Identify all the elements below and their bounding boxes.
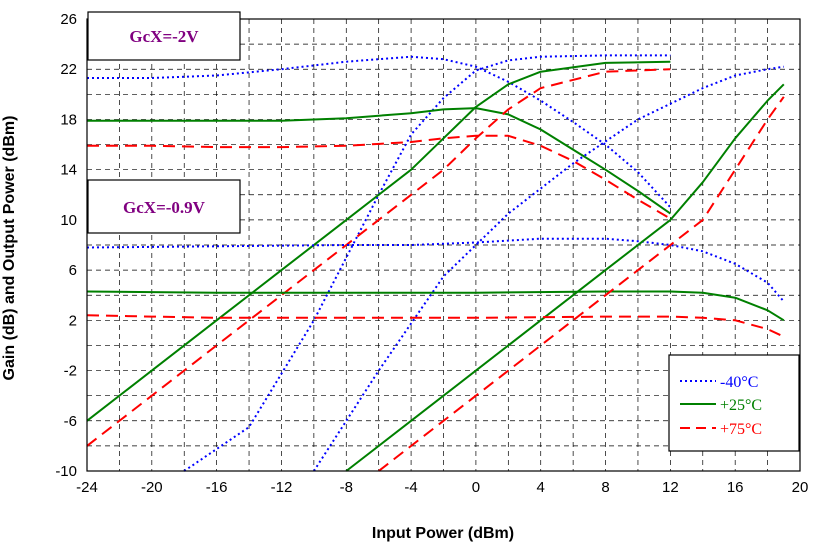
y-axis-label: Gain (dB) and Output Power (dBm) <box>1 116 18 381</box>
series-line-plus25c-gcx-2v-output <box>86 60 671 422</box>
annotation-gcx-0.9v-background <box>87 179 241 234</box>
x-tick-label: 8 <box>601 479 609 496</box>
series-line-plus25c-gcx-2v-gain <box>87 107 671 215</box>
x-tick-labels: -24 -20 -16 -12 -8 -4 0 4 8 12 16 20 <box>76 479 808 496</box>
series-line-minus40c-gcx-2v-output <box>183 54 671 472</box>
legend-label-plus75c: +75°C <box>720 421 762 438</box>
series-line-plus25c-gcx-0.9v-output <box>345 83 785 472</box>
y-tick-label: 10 <box>60 212 77 229</box>
series-line-plus75c-gcx-0.9v-gain <box>86 314 785 338</box>
series-line-minus40c-gcx-0.9v-gain <box>86 237 785 303</box>
y-tick-label: 2 <box>69 312 77 329</box>
series-line-minus40c-gcx-0.9v-output <box>313 65 784 472</box>
x-tick-label: 16 <box>727 479 744 496</box>
series-line-plus75c-gcx-0.9v-output <box>378 96 785 472</box>
y-tick-label: -6 <box>64 413 77 430</box>
x-tick-label: 4 <box>537 479 545 496</box>
x-tick-label: -4 <box>404 479 417 496</box>
x-tick-label: 20 <box>792 479 809 496</box>
y-tick-label: 6 <box>69 262 77 279</box>
annotation-gcx-2v-background <box>87 11 241 61</box>
y-tick-label: 22 <box>60 61 77 78</box>
x-tick-label: -24 <box>76 479 98 496</box>
annotation-gcx-2v: GcX=-2V <box>129 27 199 46</box>
series-group <box>86 54 785 472</box>
x-tick-label: -12 <box>271 479 293 496</box>
y-tick-label: 14 <box>60 162 77 179</box>
annotation-gcx-0.9v-box: GcX=-0.9V <box>87 179 241 234</box>
series-line-minus40c-gcx-2v-gain <box>87 55 672 208</box>
x-tick-label: -16 <box>206 479 228 496</box>
y-tick-label: -2 <box>64 363 77 380</box>
y-tick-label: -10 <box>55 463 77 480</box>
series-line-plus75c-gcx-2v-output <box>86 68 671 447</box>
y-tick-label: 26 <box>60 11 77 28</box>
x-tick-label: 0 <box>472 479 480 496</box>
x-axis-label: Input Power (dBm) <box>372 525 514 542</box>
annotation-gcx-2v-box: GcX=-2V <box>87 11 241 61</box>
x-tick-label: -8 <box>340 479 353 496</box>
legend-label-plus25c: +25°C <box>720 397 762 414</box>
legend: -40°C +25°C +75°C <box>668 354 800 452</box>
series-line-plus75c-gcx-2v-gain <box>87 134 671 220</box>
plot-frame <box>86 18 801 472</box>
legend-label-minus40c: -40°C <box>720 374 758 391</box>
series-line-plus25c-gcx-0.9v-gain <box>86 290 785 322</box>
y-tick-label: 18 <box>60 111 77 128</box>
x-tick-label: -20 <box>141 479 163 496</box>
x-tick-label: 12 <box>662 479 679 496</box>
annotation-gcx-0.9v: GcX=-0.9V <box>123 198 206 217</box>
